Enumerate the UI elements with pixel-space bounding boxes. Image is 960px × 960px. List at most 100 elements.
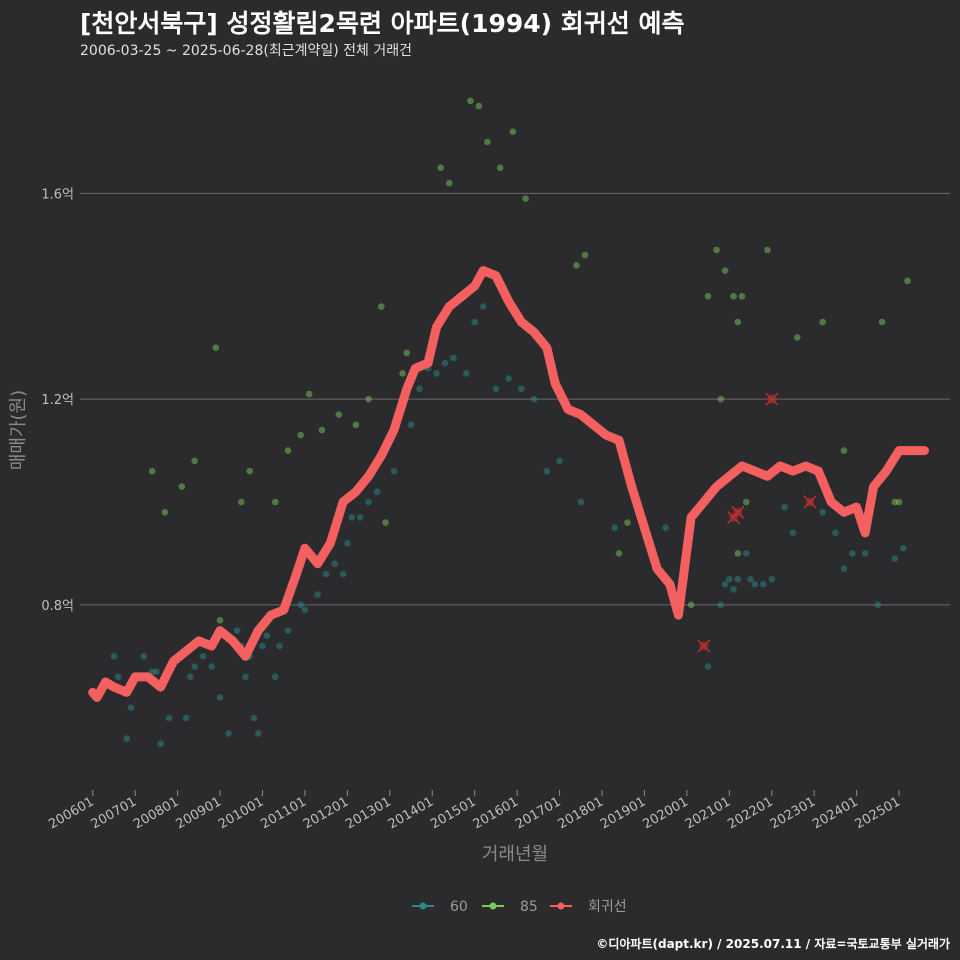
data-point-60 [819, 508, 826, 516]
x-tick-label: 201101 [258, 794, 308, 832]
data-point-60 [742, 550, 750, 557]
x-tick-label: 202201 [725, 794, 775, 832]
outlier-marker [803, 495, 817, 509]
data-point-60 [726, 575, 733, 583]
outlier-marker [731, 505, 745, 519]
data-point-85 [318, 426, 326, 434]
data-point-85 [793, 334, 801, 341]
data-point-60 [747, 575, 754, 583]
data-point-85 [403, 349, 411, 357]
data-point-60 [187, 673, 194, 681]
data-point-60 [730, 586, 737, 593]
data-point-60 [153, 668, 160, 676]
data-point-60 [751, 580, 759, 588]
data-point-60 [530, 395, 538, 403]
data-point-60 [840, 565, 848, 573]
y-tick-label: 1.2억 [41, 393, 74, 408]
data-point-60 [891, 555, 899, 562]
data-point-60 [297, 601, 304, 609]
data-point-60 [110, 652, 118, 660]
x-tick-label: 201001 [216, 794, 266, 832]
data-point-85 [819, 318, 826, 326]
data-point-85 [721, 267, 729, 274]
data-point-60 [407, 421, 415, 429]
data-point-60 [284, 627, 292, 634]
data-point-60 [832, 529, 839, 537]
x-tick-label: 202101 [683, 794, 733, 832]
data-point-60 [849, 550, 856, 557]
data-point-60 [373, 488, 381, 496]
x-tick-label: 200901 [174, 794, 224, 832]
data-point-60 [492, 385, 500, 393]
data-point-60 [518, 385, 525, 393]
data-point-60 [874, 601, 882, 609]
data-point-60 [250, 714, 258, 722]
data-point-85 [624, 519, 631, 526]
data-point-85 [148, 467, 156, 475]
data-point-85 [237, 498, 245, 506]
x-tick-label: 201701 [513, 794, 563, 832]
data-point-85 [730, 292, 737, 300]
data-point-60 [721, 580, 729, 588]
data-point-85 [904, 277, 911, 285]
data-point-60 [314, 591, 321, 598]
legend: 60 85 회귀선 [412, 899, 627, 915]
data-point-60 [505, 375, 512, 382]
data-point-60 [471, 318, 478, 326]
data-point-85 [212, 344, 220, 352]
data-point-60 [717, 601, 725, 609]
data-point-60 [242, 673, 249, 681]
x-tick-label: 202301 [768, 794, 818, 832]
legend-swatch-dot [557, 902, 565, 910]
data-point-85 [484, 138, 491, 146]
data-point-85 [445, 179, 453, 187]
data-point-85 [734, 318, 742, 326]
data-point-60 [416, 385, 423, 393]
source-caption: ©디아파트(dapt.kr) / 2025.07.11 / 자료=국토교통부 실… [596, 937, 950, 951]
data-point-60 [276, 642, 283, 650]
data-point-60 [348, 514, 355, 521]
data-point-60 [611, 524, 619, 532]
data-point-60 [208, 663, 215, 670]
data-point-60 [339, 570, 347, 578]
data-point-85 [335, 411, 343, 418]
data-point-85 [581, 251, 589, 259]
series-85-points [148, 97, 911, 624]
data-point-85 [734, 550, 742, 557]
data-point-60 [781, 503, 788, 511]
x-axis-title: 거래년월 [482, 844, 548, 865]
regression-series [88, 266, 929, 702]
data-point-85 [216, 616, 224, 624]
data-point-85 [365, 395, 372, 403]
data-point-60 [259, 642, 266, 650]
x-tick-label: 201801 [556, 794, 606, 832]
data-point-85 [615, 550, 623, 557]
data-point-60 [254, 730, 262, 737]
data-point-60 [479, 303, 487, 310]
data-point-85 [496, 164, 504, 172]
data-point-85 [284, 447, 292, 454]
data-point-60 [191, 663, 198, 670]
data-point-85 [742, 498, 750, 506]
legend-item: 회귀선 [550, 899, 627, 915]
data-point-60 [114, 673, 122, 681]
x-tick-label: 200601 [46, 794, 96, 832]
x-tick-label: 201201 [301, 794, 351, 832]
data-point-85 [475, 102, 483, 110]
x-tick-label: 202501 [853, 794, 903, 832]
data-point-60 [433, 370, 440, 377]
legend-label: 85 [520, 899, 538, 915]
chart-subtitle: 2006-03-25 ~ 2025-06-28(최근계약일) 전체 거래건 [80, 43, 412, 59]
data-point-85 [437, 164, 445, 172]
legend-item: 60 [412, 899, 468, 915]
data-point-60 [123, 735, 130, 742]
outlier-marker [765, 392, 779, 406]
x-tick-label: 200801 [131, 794, 181, 832]
x-tick-label: 201501 [428, 794, 478, 832]
data-point-85 [895, 498, 903, 506]
data-point-60 [365, 498, 372, 506]
y-axis-title: 매매가(원) [8, 390, 29, 470]
data-point-60 [331, 560, 338, 568]
data-point-60 [216, 694, 224, 701]
